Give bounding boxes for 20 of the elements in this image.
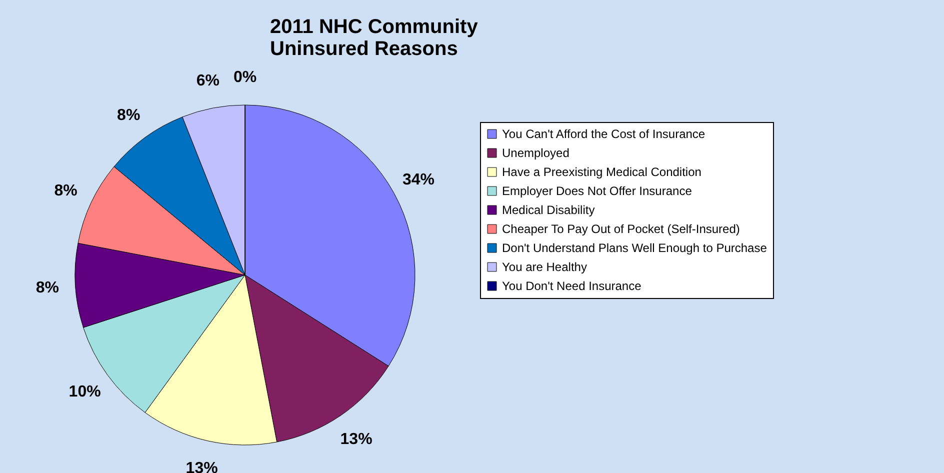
text: Uninsured Reasons: [270, 38, 458, 60]
legend-label: You are Healthy: [502, 260, 587, 274]
data-label: 34%: [402, 172, 435, 189]
data-label: 8%: [36, 279, 59, 296]
legend-label: Cheaper To Pay Out of Pocket (Self-Insured): [502, 222, 740, 236]
text: 2011 NHC Community: [270, 16, 478, 38]
data-label: 6%: [196, 72, 220, 90]
data-label: 13%: [186, 460, 218, 473]
legend-label: Employer Does Not Offer Insurance: [502, 184, 692, 198]
legend-label: You Don't Need Insurance: [502, 279, 642, 293]
text: 0%: [233, 69, 257, 86]
data-label: 13%: [340, 430, 372, 448]
data-label: 8%: [117, 106, 140, 124]
legend-label: Don't Understand Plans Well Enough to Purchase: [502, 241, 768, 255]
data-label: 10%: [68, 383, 101, 400]
legend-label: You Can't Afford the Cost of Insurance: [502, 127, 706, 141]
legend-label: Have a Preexisting Medical Condition: [502, 165, 702, 179]
legend-label: Unemployed: [502, 146, 570, 160]
legend-label: Medical Disability: [502, 203, 595, 217]
data-label: 8%: [54, 182, 78, 200]
